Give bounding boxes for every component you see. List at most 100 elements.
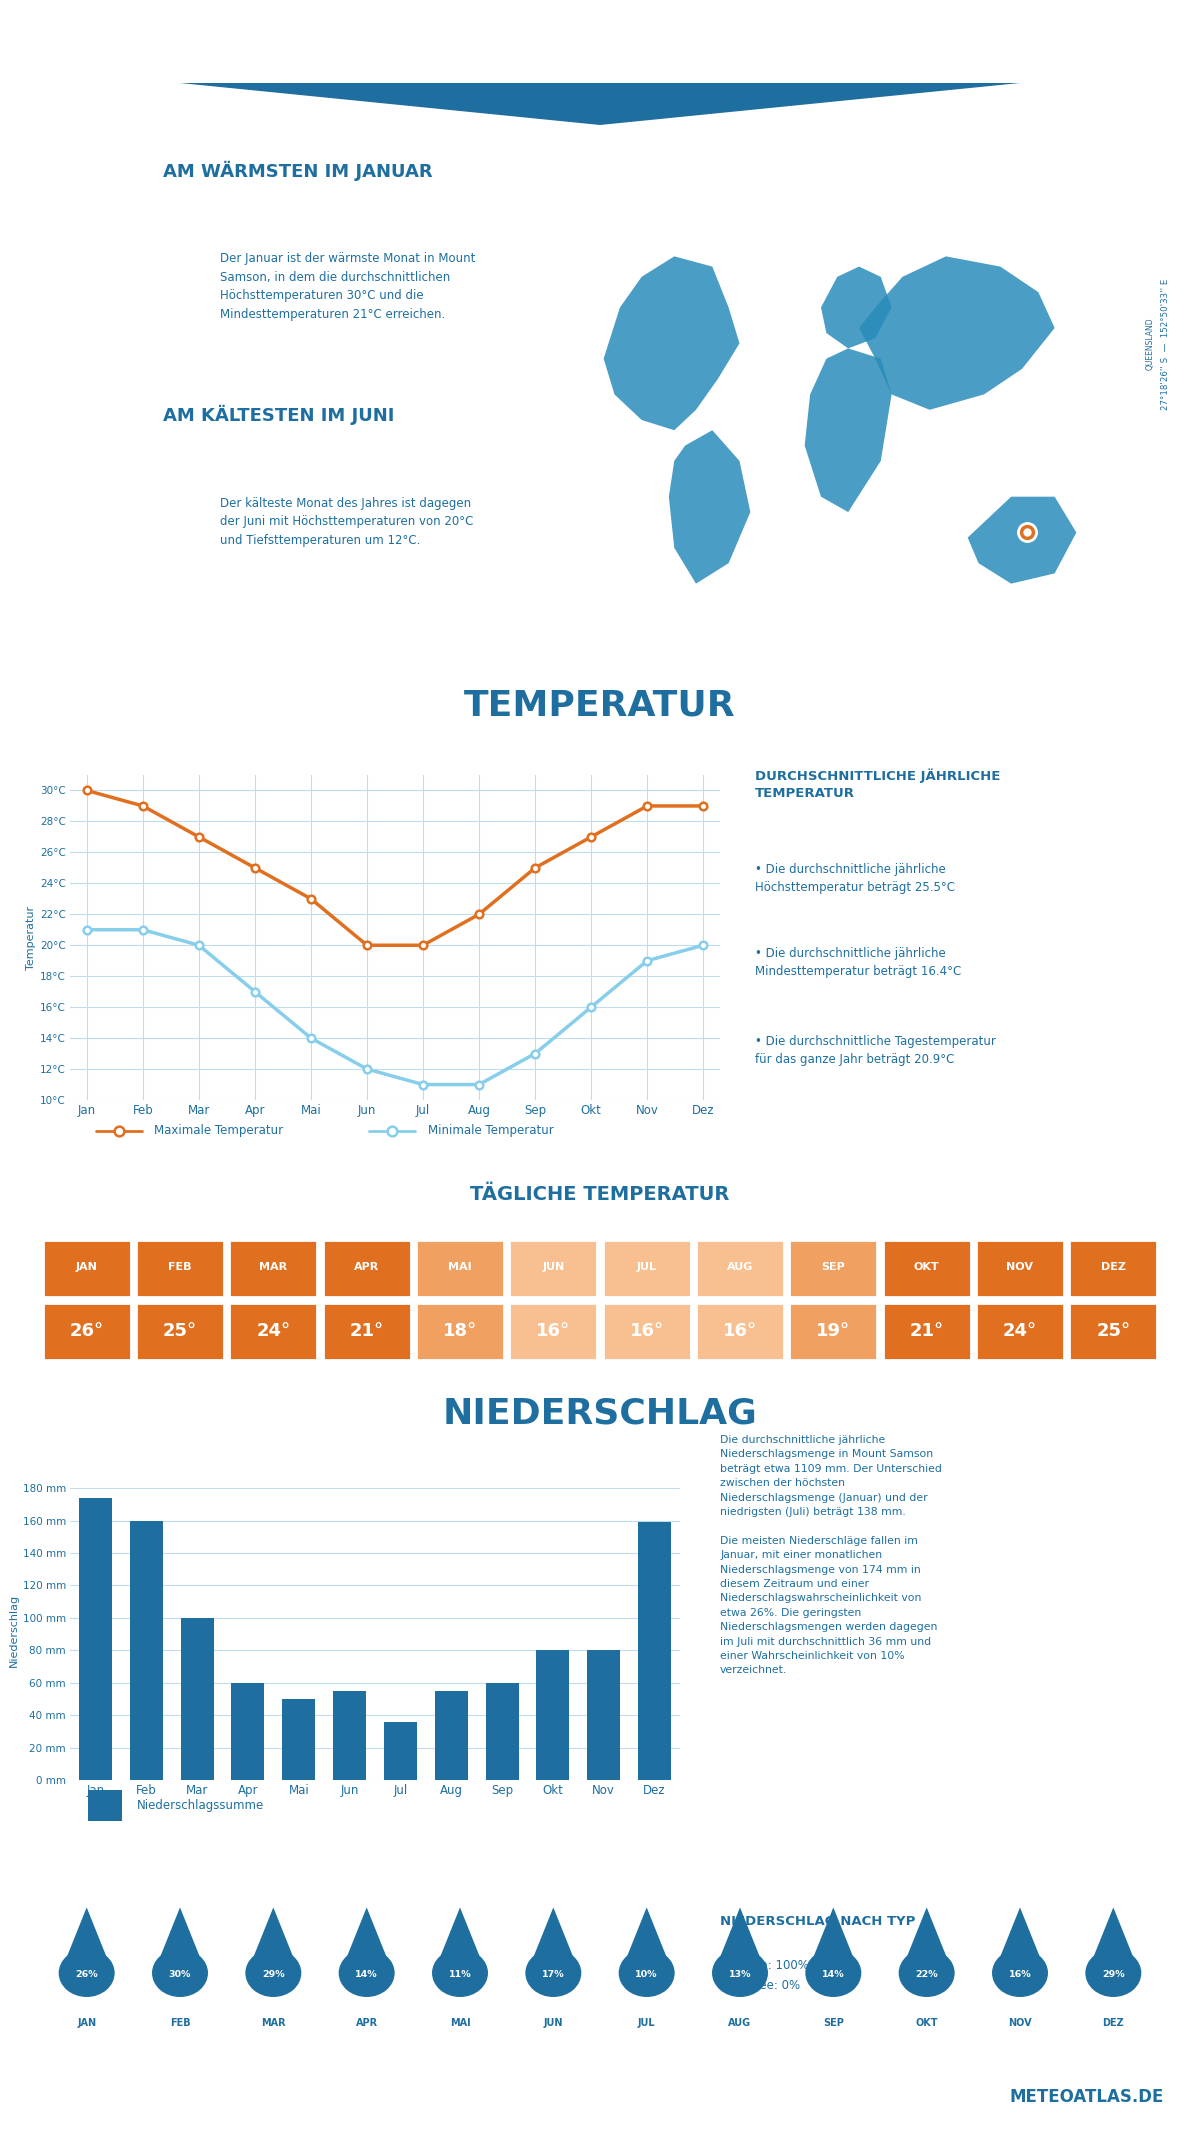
Polygon shape xyxy=(346,1907,388,1958)
Text: 21°: 21° xyxy=(910,1323,943,1340)
Text: • Die durchschnittliche jährliche
Mindesttemperatur beträgt 16.4°C: • Die durchschnittliche jährliche Mindes… xyxy=(755,948,961,978)
Text: SEP: SEP xyxy=(822,1263,845,1273)
Text: 11%: 11% xyxy=(449,1971,472,1980)
Text: DEZ: DEZ xyxy=(1103,2018,1124,2027)
Bar xyxy=(229,1303,317,1359)
Text: 13%: 13% xyxy=(728,1971,751,1980)
Text: FEB: FEB xyxy=(168,1263,192,1273)
Text: Der kälteste Monat des Jahres ist dagegen
der Juni mit Höchsttemperaturen von 20: Der kälteste Monat des Jahres ist dagege… xyxy=(221,496,474,548)
Circle shape xyxy=(805,1950,862,1997)
Polygon shape xyxy=(967,496,1076,584)
Bar xyxy=(602,1303,690,1359)
Text: TÄGLICHE TEMPERATUR: TÄGLICHE TEMPERATUR xyxy=(470,1186,730,1205)
Circle shape xyxy=(245,1950,301,1997)
Bar xyxy=(79,1498,112,1780)
Bar xyxy=(486,1682,518,1780)
Text: 14%: 14% xyxy=(822,1971,845,1980)
Bar xyxy=(883,1239,971,1297)
Text: 27°18'26'' S  —  152°50'33'' E: 27°18'26'' S — 152°50'33'' E xyxy=(1162,278,1170,409)
Text: 26%: 26% xyxy=(76,1971,98,1980)
Bar xyxy=(976,1303,1064,1359)
Polygon shape xyxy=(160,1907,200,1958)
Text: 14%: 14% xyxy=(355,1971,378,1980)
Polygon shape xyxy=(1093,1907,1134,1958)
Text: 25°: 25° xyxy=(163,1323,197,1340)
Bar xyxy=(790,1303,877,1359)
Text: AUSTRALIEN: AUSTRALIEN xyxy=(562,64,640,77)
Polygon shape xyxy=(604,257,739,430)
Text: MOUNT SAMSON: MOUNT SAMSON xyxy=(365,9,835,58)
Text: OKT: OKT xyxy=(916,2018,938,2027)
Text: NOV: NOV xyxy=(1007,1263,1033,1273)
Text: • Die durchschnittliche Tagestemperatur
für das ganze Jahr beträgt 20.9°C: • Die durchschnittliche Tagestemperatur … xyxy=(755,1036,996,1066)
Polygon shape xyxy=(906,1907,947,1958)
Bar xyxy=(89,1789,122,1821)
Text: 16°: 16° xyxy=(536,1323,570,1340)
Bar xyxy=(232,1682,264,1780)
Text: 19°: 19° xyxy=(816,1323,851,1340)
Bar xyxy=(323,1239,410,1297)
Text: Niederschlagssumme: Niederschlagssumme xyxy=(137,1800,264,1813)
Text: 16°: 16° xyxy=(722,1323,757,1340)
Text: JUN: JUN xyxy=(544,2018,563,2027)
Polygon shape xyxy=(1000,1907,1040,1958)
Bar xyxy=(976,1239,1064,1297)
Text: 24°: 24° xyxy=(1003,1323,1037,1340)
Text: DEZ: DEZ xyxy=(1100,1263,1126,1273)
Text: 29%: 29% xyxy=(262,1971,284,1980)
Text: JUL: JUL xyxy=(637,1263,656,1273)
Bar xyxy=(282,1699,316,1780)
Polygon shape xyxy=(805,349,892,511)
Text: JUL: JUL xyxy=(638,2018,655,2027)
Bar xyxy=(136,1239,224,1297)
Text: AUG: AUG xyxy=(727,1263,754,1273)
Text: • Die durchschnittliche jährliche
Höchsttemperatur beträgt 25.5°C: • Die durchschnittliche jährliche Höchst… xyxy=(755,862,955,895)
Text: TEMPERATUR: TEMPERATUR xyxy=(464,689,736,723)
Polygon shape xyxy=(439,1907,480,1958)
Bar xyxy=(384,1721,416,1780)
Polygon shape xyxy=(626,1907,667,1958)
Bar xyxy=(416,1239,504,1297)
Bar xyxy=(130,1522,163,1780)
Bar xyxy=(587,1650,620,1780)
Text: MAR: MAR xyxy=(259,1263,287,1273)
Y-axis label: Niederschlag: Niederschlag xyxy=(8,1594,18,1667)
Circle shape xyxy=(619,1950,674,1997)
Text: Maximale Temperatur: Maximale Temperatur xyxy=(155,1124,283,1136)
Bar xyxy=(434,1691,468,1780)
Text: Die durchschnittliche jährliche
Niederschlagsmenge in Mount Samson
beträgt etwa : Die durchschnittliche jährliche Niedersc… xyxy=(720,1436,942,1676)
Text: 16°: 16° xyxy=(630,1323,664,1340)
Circle shape xyxy=(712,1950,768,1997)
Bar xyxy=(510,1303,598,1359)
Polygon shape xyxy=(253,1907,294,1958)
Text: NIEDERSCHLAG: NIEDERSCHLAG xyxy=(443,1395,757,1430)
Polygon shape xyxy=(859,257,1055,409)
Text: MAI: MAI xyxy=(450,2018,470,2027)
Text: 17%: 17% xyxy=(542,1971,565,1980)
Text: Minimale Temperatur: Minimale Temperatur xyxy=(427,1124,553,1136)
Y-axis label: Temperatur: Temperatur xyxy=(25,905,36,969)
Text: 22%: 22% xyxy=(916,1971,938,1980)
Polygon shape xyxy=(66,1907,107,1958)
Bar xyxy=(510,1239,598,1297)
Bar xyxy=(790,1239,877,1297)
Text: OKT: OKT xyxy=(914,1263,940,1273)
Circle shape xyxy=(59,1950,115,1997)
Circle shape xyxy=(526,1950,581,1997)
Bar xyxy=(323,1303,410,1359)
Bar xyxy=(334,1691,366,1780)
Bar xyxy=(1069,1239,1157,1297)
Bar xyxy=(883,1303,971,1359)
Bar xyxy=(696,1239,784,1297)
Text: NIEDERSCHLAGSWAHRSCHEINLICHKEIT: NIEDERSCHLAGSWAHRSCHEINLICHKEIT xyxy=(446,1853,754,1868)
Circle shape xyxy=(338,1950,395,1997)
Text: Der Januar ist der wärmste Monat in Mount
Samson, in dem die durchschnittlichen
: Der Januar ist der wärmste Monat in Moun… xyxy=(221,253,476,321)
Bar xyxy=(416,1303,504,1359)
Text: JAN: JAN xyxy=(76,1263,97,1273)
Text: 26°: 26° xyxy=(70,1323,103,1340)
Polygon shape xyxy=(668,430,750,584)
Text: MAI: MAI xyxy=(448,1263,472,1273)
Text: APR: APR xyxy=(355,2018,378,2027)
Circle shape xyxy=(432,1950,488,1997)
Text: FEB: FEB xyxy=(169,2018,191,2027)
